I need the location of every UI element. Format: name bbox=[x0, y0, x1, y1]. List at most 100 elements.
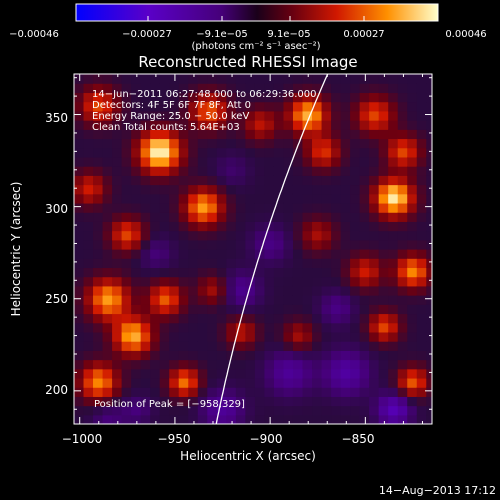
heat-cell bbox=[340, 387, 351, 397]
heat-cell bbox=[254, 405, 266, 416]
heat-cell bbox=[207, 341, 218, 351]
heat-cell bbox=[283, 405, 294, 416]
colorbar: −0.00046 −0.00027 −9.1e−05 9.1e−05 0.000… bbox=[9, 3, 487, 52]
heat-cell bbox=[140, 110, 151, 121]
heat-cell bbox=[359, 239, 370, 250]
heat-cell bbox=[312, 101, 323, 112]
heat-cell bbox=[188, 230, 199, 241]
heat-cell bbox=[254, 258, 266, 269]
heat-cell bbox=[140, 350, 151, 361]
heat-cell bbox=[93, 405, 104, 416]
heat-cell bbox=[207, 414, 218, 424]
heat-cell bbox=[359, 147, 370, 158]
heat-cell bbox=[188, 221, 199, 232]
heat-cell bbox=[254, 120, 266, 130]
heat-cell bbox=[331, 368, 342, 379]
heat-cell bbox=[397, 387, 408, 397]
heat-cell bbox=[188, 276, 199, 287]
heat-cell bbox=[178, 202, 189, 213]
heat-cell bbox=[264, 359, 275, 370]
heat-cell bbox=[273, 74, 285, 84]
heat-cell bbox=[388, 405, 399, 416]
heat-cell bbox=[321, 313, 332, 324]
heat-cell bbox=[416, 166, 427, 176]
heat-cell bbox=[312, 212, 323, 222]
footer-date: 14−Aug−2013 17:12 bbox=[379, 484, 496, 497]
heat-cell bbox=[378, 396, 389, 407]
heat-cell bbox=[312, 193, 323, 204]
heat-cell bbox=[292, 184, 304, 195]
heat-cell bbox=[159, 101, 170, 112]
heat-cell bbox=[292, 92, 304, 103]
heat-map bbox=[74, 74, 432, 424]
heat-cell bbox=[112, 368, 123, 379]
heat-cell bbox=[254, 359, 266, 370]
heat-cell bbox=[369, 377, 380, 388]
heat-cell bbox=[226, 212, 237, 222]
heat-cell bbox=[188, 120, 199, 130]
heat-cell bbox=[178, 414, 189, 424]
heat-cell bbox=[93, 156, 104, 167]
heat-cell bbox=[350, 184, 361, 195]
heat-cell bbox=[378, 147, 389, 158]
heat-cell bbox=[131, 101, 142, 112]
heat-cell bbox=[159, 193, 170, 204]
heat-cell bbox=[169, 396, 180, 407]
heat-cell bbox=[169, 239, 180, 250]
heat-cell bbox=[312, 166, 323, 176]
heat-cell bbox=[254, 147, 266, 158]
heat-cell bbox=[359, 175, 370, 186]
heat-cell bbox=[207, 166, 218, 176]
heat-cell bbox=[74, 396, 85, 407]
heat-cell bbox=[235, 92, 246, 103]
heat-cell bbox=[235, 175, 246, 186]
heat-cell bbox=[388, 396, 399, 407]
heat-cell bbox=[378, 359, 389, 370]
heat-cell bbox=[273, 83, 285, 94]
heat-cell bbox=[369, 249, 380, 259]
heat-cell bbox=[312, 331, 323, 342]
heat-cell bbox=[226, 110, 237, 121]
heat-cell bbox=[264, 92, 275, 103]
heat-cell bbox=[74, 359, 85, 370]
heat-cell bbox=[340, 193, 351, 204]
heat-cell bbox=[254, 331, 266, 342]
heat-cell bbox=[83, 267, 94, 278]
heat-cell bbox=[388, 377, 399, 388]
heat-cell bbox=[331, 184, 342, 195]
heat-cell bbox=[331, 331, 342, 342]
heat-cell bbox=[131, 368, 142, 379]
heat-cell bbox=[102, 267, 113, 278]
heat-cell bbox=[207, 221, 218, 232]
heat-cell bbox=[169, 267, 180, 278]
heat-cell bbox=[388, 387, 399, 397]
heat-cell bbox=[140, 138, 151, 149]
heat-cell bbox=[178, 230, 189, 241]
heat-cell bbox=[302, 276, 313, 287]
heat-cell bbox=[302, 322, 313, 333]
heat-cell bbox=[388, 276, 399, 287]
heat-cell bbox=[74, 414, 85, 424]
heat-cell bbox=[140, 396, 151, 407]
heat-cell bbox=[112, 83, 123, 94]
heat-cell bbox=[102, 285, 113, 296]
heat-cell bbox=[312, 350, 323, 361]
heat-cell bbox=[74, 267, 85, 278]
heat-cell bbox=[254, 129, 266, 140]
heat-cell bbox=[283, 138, 294, 149]
heat-cell bbox=[245, 129, 256, 140]
heat-cell bbox=[112, 295, 123, 305]
heat-cell bbox=[397, 101, 408, 112]
heat-cell bbox=[140, 184, 151, 195]
heat-cell bbox=[254, 101, 266, 112]
heat-cell bbox=[350, 295, 361, 305]
heat-cell bbox=[350, 377, 361, 388]
heat-cell bbox=[159, 276, 170, 287]
heat-cell bbox=[273, 202, 285, 213]
heat-cell bbox=[102, 341, 113, 351]
heat-cell bbox=[388, 175, 399, 186]
heat-cell bbox=[321, 156, 332, 167]
heat-cell bbox=[416, 304, 427, 315]
heat-cell bbox=[426, 322, 432, 333]
heat-cell bbox=[235, 110, 246, 121]
